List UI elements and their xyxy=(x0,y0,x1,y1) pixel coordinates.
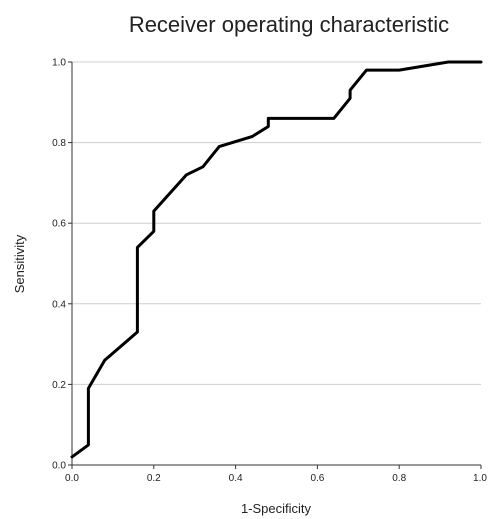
x-tick-label-2: 0.4 xyxy=(229,473,243,484)
y-tick-label-3: 0.6 xyxy=(52,219,66,230)
x-tick-label-0: 0.0 xyxy=(65,473,79,484)
x-tick-label-3: 0.6 xyxy=(310,473,324,484)
gridlines xyxy=(72,61,481,385)
y-tick-label-4: 0.8 xyxy=(52,138,66,149)
x-axis-label: 1-Specificity xyxy=(241,501,312,516)
y-tick-label-1: 0.2 xyxy=(52,380,66,391)
axes xyxy=(68,61,482,469)
x-tick-label-4: 0.8 xyxy=(392,473,406,484)
x-tick-label-1: 0.2 xyxy=(147,473,161,484)
roc-curve xyxy=(70,60,483,459)
chart-title: Receiver operating characteristic xyxy=(129,12,449,37)
x-tick-labels: 0.0 0.2 0.4 0.6 0.8 1.0 xyxy=(65,473,487,484)
y-tick-labels: 0.0 0.2 0.4 0.6 0.8 1.0 xyxy=(52,58,66,472)
y-tick-label-5: 1.0 xyxy=(52,58,66,69)
y-axis-label: Sensitivity xyxy=(12,234,27,293)
y-tick-label-0: 0.0 xyxy=(52,461,66,472)
x-tick-label-5: 1.0 xyxy=(473,473,487,484)
y-tick-label-2: 0.4 xyxy=(52,299,66,310)
